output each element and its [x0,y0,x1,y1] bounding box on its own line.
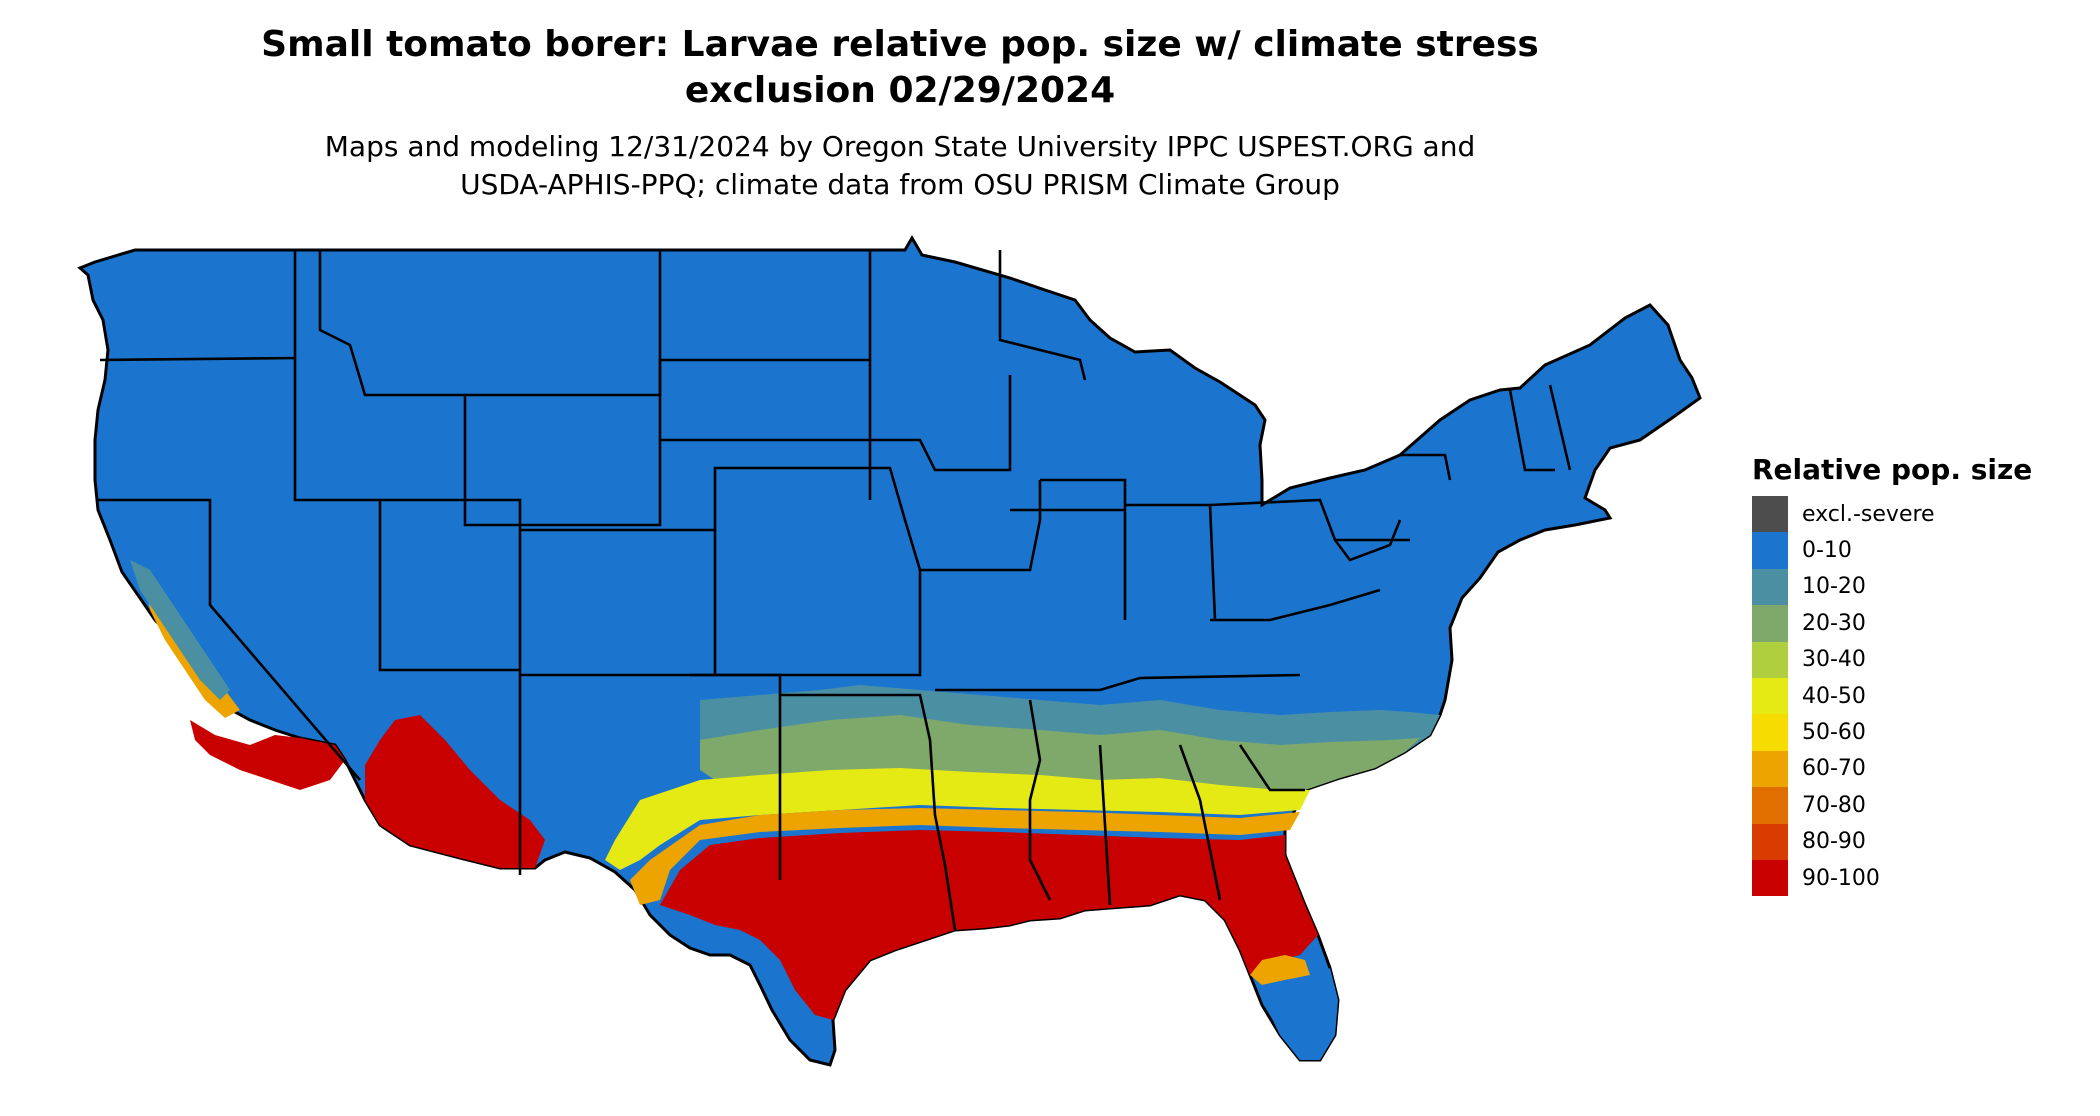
map-title: Small tomato borer: Larvae relative pop.… [0,22,1800,114]
band-90-100-california [190,720,345,790]
legend-items: excl.-severe 0-10 10-20 20-30 30-40 40-5… [1752,496,2082,897]
legend-swatch [1752,605,1788,642]
us-population-map [77,235,1702,1067]
legend-swatch [1752,677,1788,715]
legend-item-50-60: 50-60 [1752,714,2082,751]
legend-label: 30-40 [1802,647,1866,673]
legend-item-20-30: 20-30 [1752,605,2082,642]
legend-item-60-70: 60-70 [1752,750,2082,788]
legend-label: 80-90 [1802,829,1866,855]
legend-title: Relative pop. size [1752,453,2033,486]
legend-label: 0-10 [1802,538,1852,564]
band-10-20-california [130,560,230,700]
subtitle-line-1: Maps and modeling 12/31/2024 by Oregon S… [324,130,1476,163]
legend-swatch [1752,750,1788,788]
legend-item-excl-severe: excl.-severe [1752,496,2082,533]
legend-swatch [1752,496,1788,533]
legend-item-10-20: 10-20 [1752,568,2082,606]
map-subtitle: Maps and modeling 12/31/2024 by Oregon S… [0,128,1800,204]
legend-item-40-50: 40-50 [1752,677,2082,715]
legend-swatch [1752,823,1788,860]
legend-label: 90-100 [1802,865,1880,891]
legend-item-0-10: 0-10 [1752,532,2082,569]
legend-item-80-90: 80-90 [1752,823,2082,860]
subtitle-line-2: USDA-APHIS-PPQ; climate data from OSU PR… [460,168,1340,201]
title-line-1: Small tomato borer: Larvae relative pop.… [261,24,1539,65]
legend-swatch [1752,641,1788,678]
band-florida-cool [1250,955,1310,985]
legend-item-90-100: 90-100 [1752,859,2082,897]
legend-label: 60-70 [1802,756,1866,782]
legend-swatch [1752,568,1788,606]
legend-label: 40-50 [1802,683,1866,709]
legend: Relative pop. size excl.-severe 0-10 10-… [1752,452,2082,897]
legend-item-30-40: 30-40 [1752,641,2082,678]
band-20-30 [700,715,1420,800]
legend-label: 20-30 [1802,610,1866,636]
legend-label: 10-20 [1802,574,1866,600]
legend-item-70-80: 70-80 [1752,787,2082,824]
legend-swatch [1752,787,1788,824]
legend-swatch [1752,532,1788,569]
title-line-2: exclusion 02/29/2024 [684,70,1116,111]
legend-label: 70-80 [1802,792,1866,818]
band-90-100-southwest [365,715,545,868]
state-boundaries [98,250,1572,931]
band-florida-south [1262,968,1338,1060]
legend-label: excl.-severe [1802,501,1935,527]
legend-label: 50-60 [1802,720,1866,746]
legend-swatch [1752,859,1788,897]
band-90-100-south [660,830,1318,1020]
legend-swatch [1752,714,1788,751]
